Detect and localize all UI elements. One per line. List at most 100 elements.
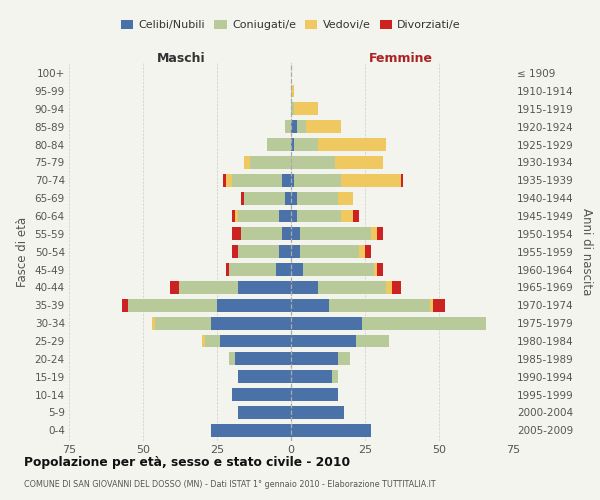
- Bar: [229, 263, 276, 276]
- Bar: [217, 299, 291, 312]
- Bar: [317, 138, 386, 151]
- Bar: [401, 174, 403, 187]
- Bar: [332, 370, 338, 383]
- Bar: [297, 192, 338, 204]
- Bar: [235, 352, 291, 366]
- Bar: [238, 210, 279, 222]
- Bar: [250, 156, 291, 169]
- Bar: [282, 174, 291, 187]
- Bar: [335, 156, 383, 169]
- Bar: [377, 228, 383, 240]
- Bar: [152, 316, 155, 330]
- Bar: [377, 263, 383, 276]
- Bar: [128, 299, 217, 312]
- Bar: [291, 246, 300, 258]
- Bar: [223, 174, 226, 187]
- Bar: [291, 334, 356, 347]
- Bar: [341, 174, 401, 187]
- Bar: [211, 316, 291, 330]
- Bar: [291, 174, 294, 187]
- Bar: [155, 316, 211, 330]
- Bar: [291, 138, 294, 151]
- Bar: [241, 228, 282, 240]
- Legend: Celibi/Nubili, Coniugati/e, Vedovi/e, Divorziati/e: Celibi/Nubili, Coniugati/e, Vedovi/e, Di…: [116, 15, 466, 34]
- Bar: [238, 370, 291, 383]
- Bar: [300, 246, 359, 258]
- Bar: [244, 156, 250, 169]
- Bar: [386, 281, 392, 294]
- Bar: [341, 210, 353, 222]
- Text: Femmine: Femmine: [368, 52, 433, 65]
- Bar: [291, 263, 303, 276]
- Bar: [229, 352, 235, 366]
- Bar: [300, 228, 371, 240]
- Bar: [122, 299, 128, 312]
- Bar: [282, 228, 291, 240]
- Bar: [338, 192, 353, 204]
- Bar: [291, 192, 297, 204]
- Bar: [279, 246, 291, 258]
- Bar: [238, 406, 291, 419]
- Bar: [317, 281, 386, 294]
- Bar: [297, 120, 306, 133]
- Bar: [238, 246, 279, 258]
- Bar: [291, 424, 371, 436]
- Bar: [291, 352, 338, 366]
- Bar: [433, 299, 445, 312]
- Bar: [232, 246, 238, 258]
- Text: Popolazione per età, sesso e stato civile - 2010: Popolazione per età, sesso e stato civil…: [24, 456, 350, 469]
- Bar: [211, 424, 291, 436]
- Bar: [170, 281, 179, 294]
- Bar: [268, 138, 291, 151]
- Bar: [291, 370, 332, 383]
- Bar: [202, 334, 205, 347]
- Bar: [232, 174, 282, 187]
- Bar: [291, 281, 317, 294]
- Bar: [238, 281, 291, 294]
- Bar: [285, 192, 291, 204]
- Text: Maschi: Maschi: [157, 52, 206, 65]
- Bar: [392, 281, 401, 294]
- Bar: [179, 281, 238, 294]
- Bar: [430, 299, 433, 312]
- Bar: [365, 246, 371, 258]
- Bar: [291, 406, 344, 419]
- Bar: [232, 210, 235, 222]
- Bar: [359, 246, 365, 258]
- Bar: [294, 138, 317, 151]
- Bar: [329, 299, 430, 312]
- Y-axis label: Anni di nascita: Anni di nascita: [580, 208, 593, 296]
- Bar: [353, 210, 359, 222]
- Bar: [291, 210, 297, 222]
- Bar: [226, 174, 232, 187]
- Y-axis label: Fasce di età: Fasce di età: [16, 216, 29, 287]
- Bar: [220, 334, 291, 347]
- Bar: [291, 228, 300, 240]
- Bar: [297, 210, 341, 222]
- Bar: [291, 120, 297, 133]
- Bar: [235, 210, 238, 222]
- Bar: [205, 334, 220, 347]
- Bar: [291, 84, 294, 98]
- Bar: [241, 192, 244, 204]
- Bar: [276, 263, 291, 276]
- Bar: [244, 192, 285, 204]
- Bar: [294, 174, 341, 187]
- Text: COMUNE DI SAN GIOVANNI DEL DOSSO (MN) - Dati ISTAT 1° gennaio 2010 - Elaborazion: COMUNE DI SAN GIOVANNI DEL DOSSO (MN) - …: [24, 480, 436, 489]
- Bar: [232, 388, 291, 401]
- Bar: [306, 120, 341, 133]
- Bar: [291, 316, 362, 330]
- Bar: [356, 334, 389, 347]
- Bar: [291, 299, 329, 312]
- Bar: [285, 120, 291, 133]
- Bar: [362, 316, 487, 330]
- Bar: [279, 210, 291, 222]
- Bar: [291, 102, 294, 116]
- Bar: [294, 102, 317, 116]
- Bar: [226, 263, 229, 276]
- Bar: [374, 263, 377, 276]
- Bar: [291, 156, 335, 169]
- Bar: [338, 352, 350, 366]
- Bar: [303, 263, 374, 276]
- Bar: [291, 388, 338, 401]
